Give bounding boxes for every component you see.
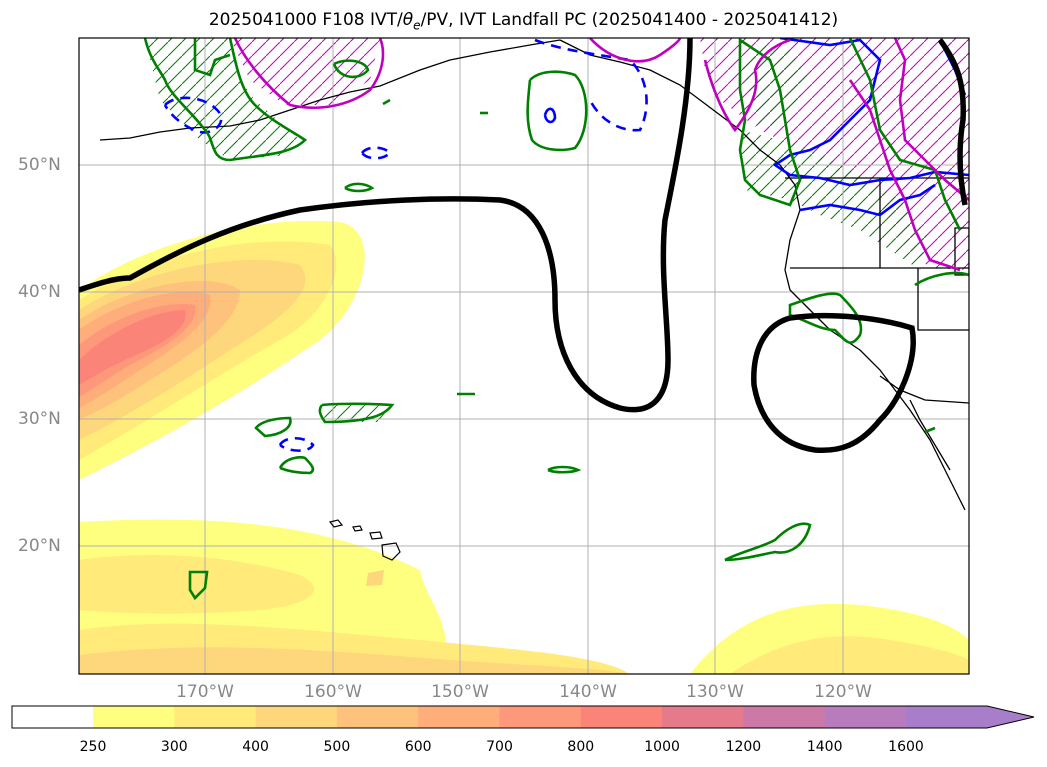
colorbar-segment — [336, 706, 419, 728]
colorbar-tick-label: 1400 — [806, 739, 843, 755]
lat-label-40n: 40°N — [18, 282, 61, 302]
lon-label-160w: 160°W — [304, 682, 362, 702]
hawaii-islands — [328, 519, 401, 561]
lon-label-150w: 150°W — [431, 682, 489, 702]
colorbar-tick-label: 250 — [79, 739, 107, 755]
colorbar-tick-label: 300 — [160, 739, 188, 755]
ivt-landfall-pc-contour — [79, 38, 968, 454]
theta-e-contours — [233, 38, 969, 272]
chart-title: 2025041000 F108 IVT/θe/PV, IVT Landfall … — [208, 10, 839, 33]
lon-label-170w: 170°W — [176, 682, 234, 702]
colorbar-tick-label: 800 — [567, 739, 595, 755]
pv-positive-contours — [143, 38, 969, 601]
graticule — [79, 38, 969, 674]
colorbar-tick-label: 400 — [242, 739, 269, 755]
colorbar-segment — [743, 706, 826, 728]
colorbar-tick-label: 600 — [404, 739, 432, 755]
colorbar-tick-label: 1000 — [644, 739, 680, 755]
ivt-shading — [79, 220, 969, 674]
colorbar-segment — [174, 706, 257, 728]
colorbar-segment — [93, 706, 175, 728]
pv-negative-dashed — [163, 38, 648, 452]
colorbar-tick-label: 500 — [323, 739, 351, 755]
colorbar-segment — [255, 706, 338, 728]
lat-label-20n: 20°N — [18, 536, 61, 556]
colorbar-tick-label: 700 — [486, 739, 513, 755]
colorbar — [11, 705, 1035, 729]
colorbar-tick-label: 1600 — [888, 739, 924, 755]
map-frame — [78, 37, 970, 675]
colorbar-under-segment — [12, 706, 93, 728]
lat-label-30n: 30°N — [18, 409, 61, 429]
lon-label-130w: 130°W — [686, 682, 744, 702]
colorbar-extend-arrow — [987, 706, 1034, 728]
lat-label-50n: 50°N — [18, 155, 61, 175]
colorbar-outline — [11, 705, 1035, 729]
colorbar-segment — [662, 706, 744, 728]
lon-label-120w: 120°W — [814, 682, 872, 702]
colorbar-segment — [418, 706, 500, 728]
colorbar-tick-label: 1200 — [725, 739, 762, 755]
colorbar-segment — [580, 706, 663, 728]
colorbar-segment — [499, 706, 582, 728]
colorbar-segment — [906, 706, 988, 728]
lon-label-140w: 140°W — [559, 682, 617, 702]
colorbar-segment — [824, 706, 907, 728]
